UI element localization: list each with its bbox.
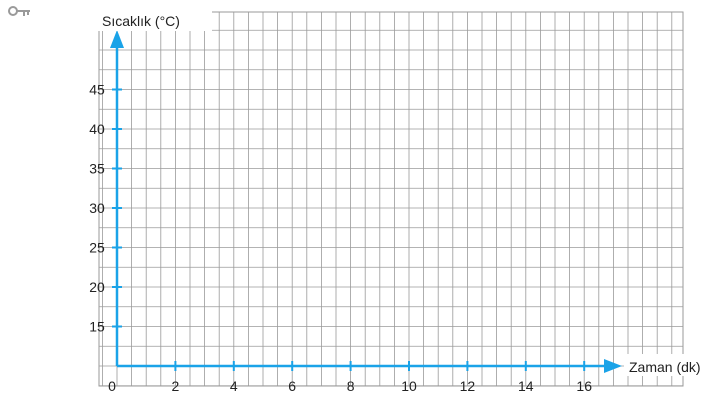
y-tick-label: 35 bbox=[89, 161, 105, 177]
key-icon bbox=[8, 6, 30, 16]
xlabel-background bbox=[624, 354, 723, 376]
x-tick-label: 12 bbox=[460, 378, 476, 394]
y-axis-arrow bbox=[110, 30, 124, 48]
ylabel-background bbox=[98, 9, 212, 31]
x-tick-label: 6 bbox=[288, 378, 296, 394]
x-tick-label: 10 bbox=[401, 378, 417, 394]
origin-label: 0 bbox=[108, 378, 116, 394]
y-tick-label: 20 bbox=[89, 279, 105, 295]
x-tick-label: 14 bbox=[518, 378, 534, 394]
y-axis bbox=[110, 30, 124, 366]
x-tick-label: 2 bbox=[172, 378, 180, 394]
y-tick-label: 30 bbox=[89, 200, 105, 216]
grid-border bbox=[98, 11, 684, 387]
grid bbox=[98, 11, 684, 387]
x-axis-title: Zaman (dk) bbox=[629, 359, 701, 375]
x-tick-label: 8 bbox=[347, 378, 355, 394]
x-tick-label: 4 bbox=[230, 378, 238, 394]
y-tick-label: 15 bbox=[89, 319, 105, 335]
x-axis-arrow bbox=[604, 359, 622, 373]
y-tick-label: 40 bbox=[89, 121, 105, 137]
x-axis bbox=[117, 359, 622, 373]
y-tick-label: 45 bbox=[89, 82, 105, 98]
y-tick-label: 25 bbox=[89, 240, 105, 256]
y-axis-title: Sıcaklık (°C) bbox=[102, 13, 180, 29]
x-tick-label: 16 bbox=[576, 378, 592, 394]
y-tick-labels: 15 20 25 30 35 40 45 bbox=[89, 82, 105, 335]
x-tick-labels: 2 4 6 8 10 12 14 16 bbox=[172, 378, 593, 394]
